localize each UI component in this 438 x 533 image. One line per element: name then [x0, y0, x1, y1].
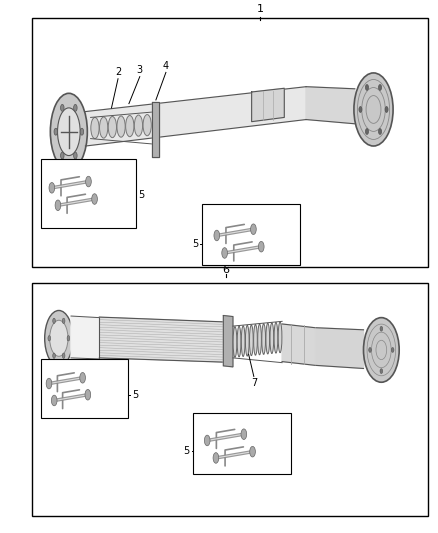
Polygon shape: [99, 317, 223, 362]
Text: 5: 5: [183, 446, 189, 456]
Polygon shape: [71, 316, 99, 359]
Ellipse shape: [67, 336, 70, 341]
Ellipse shape: [62, 353, 65, 358]
Ellipse shape: [378, 85, 381, 91]
Bar: [193, 414, 291, 474]
Ellipse shape: [365, 85, 368, 91]
Ellipse shape: [45, 311, 73, 366]
Ellipse shape: [108, 117, 117, 138]
Ellipse shape: [266, 323, 270, 354]
Polygon shape: [223, 316, 233, 367]
Ellipse shape: [205, 435, 210, 446]
Ellipse shape: [241, 326, 245, 357]
Polygon shape: [85, 87, 306, 146]
Ellipse shape: [143, 115, 151, 136]
Ellipse shape: [270, 323, 274, 353]
Ellipse shape: [262, 324, 265, 354]
Ellipse shape: [51, 395, 57, 406]
Ellipse shape: [391, 348, 394, 352]
Ellipse shape: [57, 108, 80, 156]
Ellipse shape: [62, 318, 65, 324]
Ellipse shape: [213, 453, 219, 463]
Ellipse shape: [258, 241, 264, 252]
Ellipse shape: [241, 429, 247, 440]
Ellipse shape: [233, 327, 237, 357]
Ellipse shape: [378, 128, 381, 134]
Ellipse shape: [385, 107, 388, 112]
Ellipse shape: [74, 104, 77, 111]
Text: 7: 7: [251, 378, 257, 388]
Ellipse shape: [117, 116, 125, 137]
Ellipse shape: [92, 193, 97, 204]
Ellipse shape: [354, 73, 393, 146]
Ellipse shape: [85, 390, 91, 400]
Ellipse shape: [126, 116, 134, 136]
Ellipse shape: [99, 117, 108, 138]
Polygon shape: [306, 87, 355, 124]
Ellipse shape: [274, 322, 278, 353]
Bar: [41, 159, 136, 228]
Ellipse shape: [214, 230, 219, 241]
Ellipse shape: [254, 325, 257, 355]
Ellipse shape: [54, 128, 57, 135]
Ellipse shape: [91, 117, 99, 139]
Ellipse shape: [237, 326, 241, 357]
Ellipse shape: [80, 373, 85, 383]
Ellipse shape: [245, 325, 249, 356]
Ellipse shape: [48, 336, 50, 341]
Text: 5: 5: [192, 239, 198, 249]
Ellipse shape: [278, 322, 282, 353]
Ellipse shape: [364, 318, 399, 382]
Polygon shape: [252, 88, 284, 122]
Ellipse shape: [46, 378, 52, 389]
Ellipse shape: [80, 128, 84, 135]
Text: 5: 5: [132, 390, 138, 400]
Polygon shape: [282, 324, 315, 365]
Text: 3: 3: [137, 65, 143, 75]
Ellipse shape: [86, 176, 91, 187]
Text: 2: 2: [115, 67, 121, 77]
Text: 6: 6: [222, 265, 229, 276]
Polygon shape: [315, 328, 364, 368]
Ellipse shape: [359, 107, 362, 112]
Ellipse shape: [53, 353, 55, 358]
Text: 1: 1: [257, 4, 264, 14]
Ellipse shape: [60, 104, 64, 111]
Ellipse shape: [55, 200, 61, 211]
Ellipse shape: [74, 152, 77, 159]
Bar: [32, 18, 428, 267]
Bar: [41, 359, 127, 418]
Ellipse shape: [251, 224, 256, 235]
Ellipse shape: [258, 324, 261, 355]
Ellipse shape: [60, 152, 64, 159]
Text: 5: 5: [138, 190, 145, 200]
Ellipse shape: [250, 446, 255, 457]
Ellipse shape: [365, 128, 368, 134]
Ellipse shape: [50, 93, 87, 170]
Ellipse shape: [380, 369, 383, 374]
Bar: [201, 204, 300, 265]
Ellipse shape: [53, 318, 55, 324]
Bar: [32, 282, 428, 516]
Ellipse shape: [250, 325, 253, 356]
Polygon shape: [152, 101, 159, 157]
Ellipse shape: [49, 182, 55, 193]
Ellipse shape: [222, 248, 227, 259]
Ellipse shape: [380, 326, 383, 331]
Text: 4: 4: [163, 61, 169, 71]
Ellipse shape: [369, 348, 371, 352]
Ellipse shape: [134, 115, 143, 136]
Ellipse shape: [49, 320, 68, 356]
